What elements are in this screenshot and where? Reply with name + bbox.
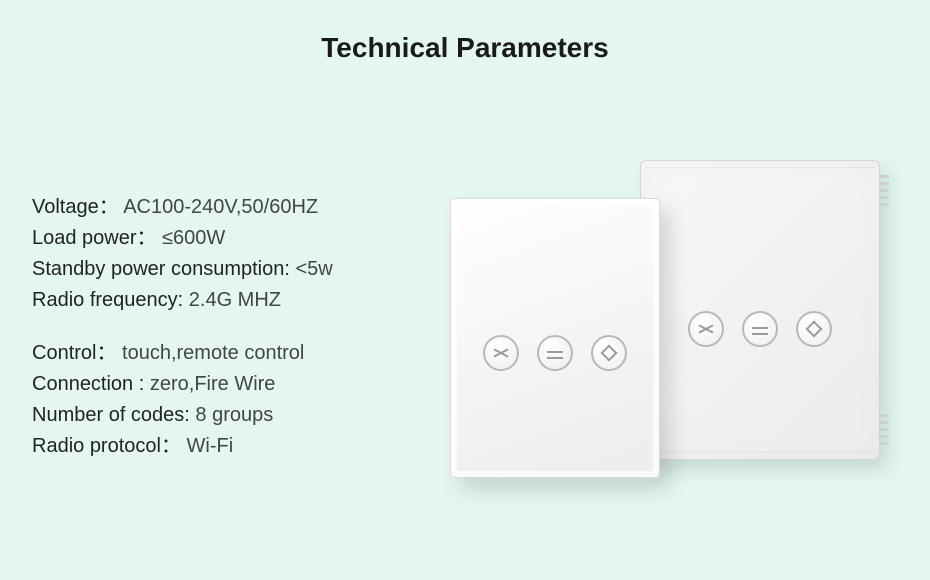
spec-row: Number of codes: 8 groups <box>32 400 442 431</box>
open-icon <box>796 311 832 347</box>
spec-label: Standby power consumption: <box>32 258 296 280</box>
spec-value: zero,Fire Wire <box>150 373 276 395</box>
product-visual <box>450 150 910 530</box>
switch-panel-front <box>450 198 660 478</box>
spec-value: Wi-Fi <box>187 435 234 457</box>
spec-row: Connection : zero,Fire Wire <box>32 369 442 400</box>
switch-panel-back <box>640 160 880 460</box>
spec-row: Radio protocol： Wi-Fi <box>32 431 442 462</box>
spec-value: ≤600W <box>162 227 225 249</box>
side-vents <box>879 161 889 459</box>
spec-row: Radio frequency: 2.4G MHZ <box>32 285 442 316</box>
spec-sheet: Voltage： AC100-240V,50/60HZLoad power： ≤… <box>32 192 442 462</box>
spec-label: Control： <box>32 342 122 364</box>
stop-icon <box>537 335 573 371</box>
page-title: Technical Parameters <box>0 32 930 64</box>
spec-value: touch,remote control <box>122 342 304 364</box>
spec-label: Radio frequency: <box>32 289 189 311</box>
front-icons <box>451 335 659 371</box>
spec-row: Control： touch,remote control <box>32 338 442 369</box>
spec-label: Number of codes: <box>32 404 195 426</box>
spec-value: AC100-240V,50/60HZ <box>123 196 318 218</box>
spec-row: Load power： ≤600W <box>32 223 442 254</box>
spec-value: 8 groups <box>195 404 273 426</box>
back-icons <box>641 311 879 347</box>
close-icon <box>483 335 519 371</box>
spec-label: Voltage： <box>32 196 123 218</box>
spec-label: Load power： <box>32 227 162 249</box>
spec-row: Standby power consumption: <5w <box>32 254 442 285</box>
stop-icon <box>742 311 778 347</box>
spec-value: <5w <box>296 258 333 280</box>
spec-value: 2.4G MHZ <box>189 289 281 311</box>
spec-label: Connection : <box>32 373 150 395</box>
spec-label: Radio protocol： <box>32 435 187 457</box>
spec-row: Voltage： AC100-240V,50/60HZ <box>32 192 442 223</box>
open-icon <box>591 335 627 371</box>
close-icon <box>688 311 724 347</box>
